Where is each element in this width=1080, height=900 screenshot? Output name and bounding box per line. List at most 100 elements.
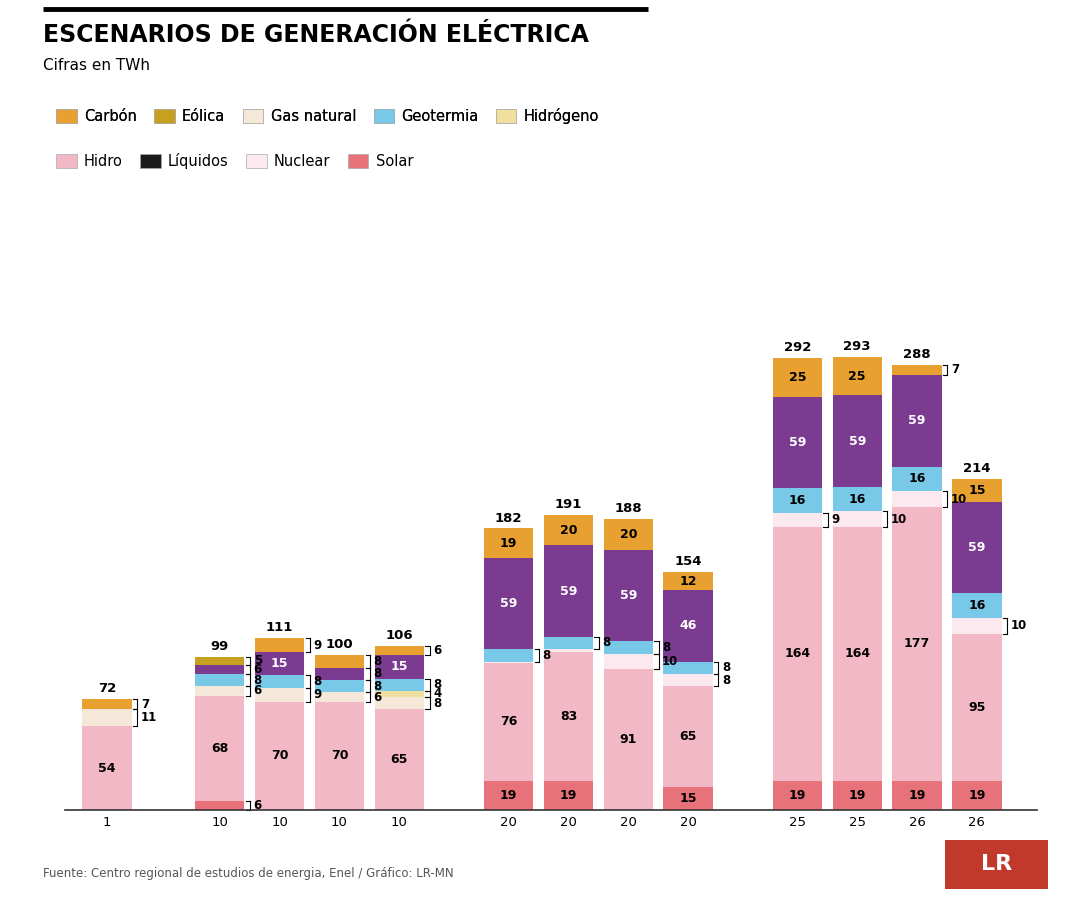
- Bar: [375, 691, 424, 698]
- Bar: [315, 655, 364, 668]
- Bar: [315, 692, 364, 702]
- Bar: [315, 680, 364, 692]
- Text: 20: 20: [620, 528, 637, 541]
- Text: 16: 16: [849, 492, 866, 506]
- Text: 214: 214: [963, 462, 990, 475]
- Bar: [604, 653, 653, 670]
- Bar: [953, 593, 1001, 618]
- Text: 9: 9: [313, 639, 322, 652]
- Text: 6: 6: [374, 690, 381, 704]
- Bar: [663, 787, 713, 810]
- Text: 46: 46: [679, 619, 697, 633]
- Text: 106: 106: [386, 629, 414, 643]
- Text: 10: 10: [891, 513, 907, 526]
- Text: 8: 8: [254, 673, 261, 687]
- Text: LR: LR: [981, 854, 1012, 875]
- Text: 59: 59: [559, 585, 577, 598]
- Text: 19: 19: [908, 788, 926, 802]
- Bar: [255, 652, 305, 675]
- Text: 25: 25: [788, 371, 806, 384]
- Text: 6: 6: [254, 684, 261, 698]
- Bar: [663, 686, 713, 787]
- Bar: [484, 528, 534, 558]
- Text: 100: 100: [326, 638, 353, 652]
- Text: 6: 6: [254, 799, 261, 812]
- Bar: [833, 356, 882, 395]
- Text: 7: 7: [140, 698, 149, 710]
- Bar: [375, 709, 424, 810]
- Text: Fuente: Centro regional de estudios de energia, Enel / Gráfico: LR-MN: Fuente: Centro regional de estudios de e…: [43, 868, 454, 880]
- Bar: [315, 702, 364, 810]
- Bar: [892, 375, 942, 466]
- Legend: Carbón, Eólica, Gas natural, Geotermia, Hidrógeno: Carbón, Eólica, Gas natural, Geotermia, …: [51, 102, 605, 130]
- Bar: [953, 502, 1001, 593]
- Text: 111: 111: [266, 621, 294, 634]
- Bar: [543, 515, 593, 545]
- Bar: [772, 780, 822, 810]
- Text: 59: 59: [500, 597, 517, 610]
- Bar: [195, 686, 244, 696]
- Bar: [82, 726, 132, 810]
- Text: 177: 177: [904, 637, 930, 650]
- Bar: [195, 674, 244, 686]
- Bar: [543, 637, 593, 649]
- Bar: [195, 696, 244, 801]
- Text: 154: 154: [674, 555, 702, 568]
- Bar: [375, 655, 424, 679]
- Text: 83: 83: [559, 710, 577, 723]
- Text: 59: 59: [620, 590, 637, 602]
- Text: 19: 19: [500, 536, 517, 550]
- Text: 182: 182: [495, 511, 523, 525]
- Text: 8: 8: [721, 662, 730, 674]
- Text: 65: 65: [391, 753, 408, 766]
- Text: 59: 59: [788, 436, 806, 449]
- Bar: [663, 572, 713, 590]
- Bar: [604, 519, 653, 550]
- Text: 11: 11: [140, 712, 157, 724]
- Text: 91: 91: [620, 734, 637, 746]
- Bar: [953, 479, 1001, 502]
- Text: 8: 8: [313, 675, 322, 688]
- Bar: [255, 675, 305, 688]
- Bar: [375, 698, 424, 709]
- Bar: [892, 491, 942, 507]
- Text: 9: 9: [832, 514, 839, 526]
- Bar: [663, 674, 713, 686]
- Bar: [82, 709, 132, 726]
- Text: 19: 19: [849, 788, 866, 802]
- Bar: [833, 487, 882, 511]
- Bar: [543, 652, 593, 780]
- Text: 15: 15: [391, 661, 408, 673]
- Text: 16: 16: [969, 599, 986, 612]
- Bar: [255, 702, 305, 810]
- Text: 8: 8: [721, 673, 730, 687]
- Bar: [195, 664, 244, 674]
- Bar: [543, 649, 593, 652]
- Text: 288: 288: [903, 347, 931, 361]
- Text: 19: 19: [788, 788, 806, 802]
- Bar: [892, 507, 942, 780]
- Bar: [953, 618, 1001, 634]
- Text: 59: 59: [969, 541, 986, 554]
- Text: 8: 8: [374, 668, 381, 680]
- Bar: [195, 657, 244, 664]
- Bar: [953, 780, 1001, 810]
- Text: 8: 8: [433, 679, 442, 691]
- Bar: [772, 526, 822, 780]
- Bar: [484, 558, 534, 649]
- Text: 8: 8: [603, 636, 610, 650]
- Bar: [833, 511, 882, 526]
- Text: 25: 25: [849, 370, 866, 382]
- Text: 8: 8: [433, 697, 442, 710]
- Text: 59: 59: [908, 415, 926, 428]
- Text: 164: 164: [845, 647, 870, 661]
- Text: 6: 6: [254, 662, 261, 676]
- Bar: [375, 679, 424, 691]
- Text: 292: 292: [784, 341, 811, 355]
- Text: 164: 164: [784, 647, 810, 661]
- Bar: [255, 688, 305, 702]
- Bar: [195, 801, 244, 810]
- Text: 54: 54: [98, 761, 116, 775]
- Text: 19: 19: [500, 788, 517, 802]
- Bar: [255, 638, 305, 652]
